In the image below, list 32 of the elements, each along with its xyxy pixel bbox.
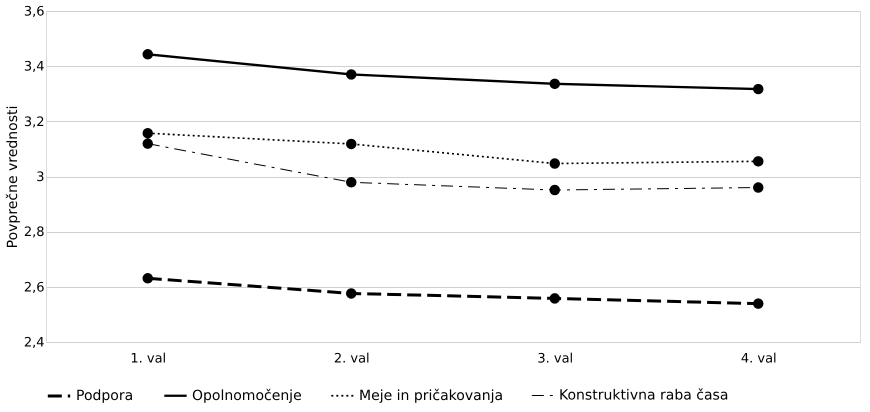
point [142, 138, 153, 149]
y-tick-label: 3,2 [24, 114, 44, 130]
point [550, 78, 560, 90]
y-axis-title: Povprečne vrednosti [4, 106, 21, 248]
point [753, 156, 764, 167]
point [142, 128, 153, 138]
point [346, 288, 356, 299]
point [550, 158, 560, 169]
point [142, 49, 153, 60]
point [346, 69, 356, 80]
y-tick-label: 2,8 [24, 225, 44, 240]
legend-label: Konstruktivna raba časa [559, 388, 728, 404]
legend-label: Opolnomočenje [192, 388, 302, 404]
y-tick-label: 3,6 [24, 4, 44, 20]
point [753, 84, 764, 94]
legend-label: Meje in pričakovanja [359, 388, 504, 404]
y-tick-label: 3,4 [24, 60, 44, 75]
point [142, 273, 153, 284]
y-tick-label: 3 [36, 170, 44, 185]
point [550, 293, 560, 304]
x-tick-label: 4. val [740, 352, 777, 366]
x-tick-label: 1. val [130, 352, 166, 366]
y-tick-label: 2,4 [24, 336, 44, 350]
legend-label: Podpora [76, 388, 134, 404]
y-tick-label: 2,6 [24, 280, 44, 296]
point [753, 298, 764, 309]
x-tick-label: 3. val [537, 352, 574, 366]
point [550, 184, 560, 196]
point [346, 177, 356, 188]
x-tick-label: 2. val [334, 352, 370, 366]
point [753, 182, 764, 193]
point [346, 138, 356, 150]
